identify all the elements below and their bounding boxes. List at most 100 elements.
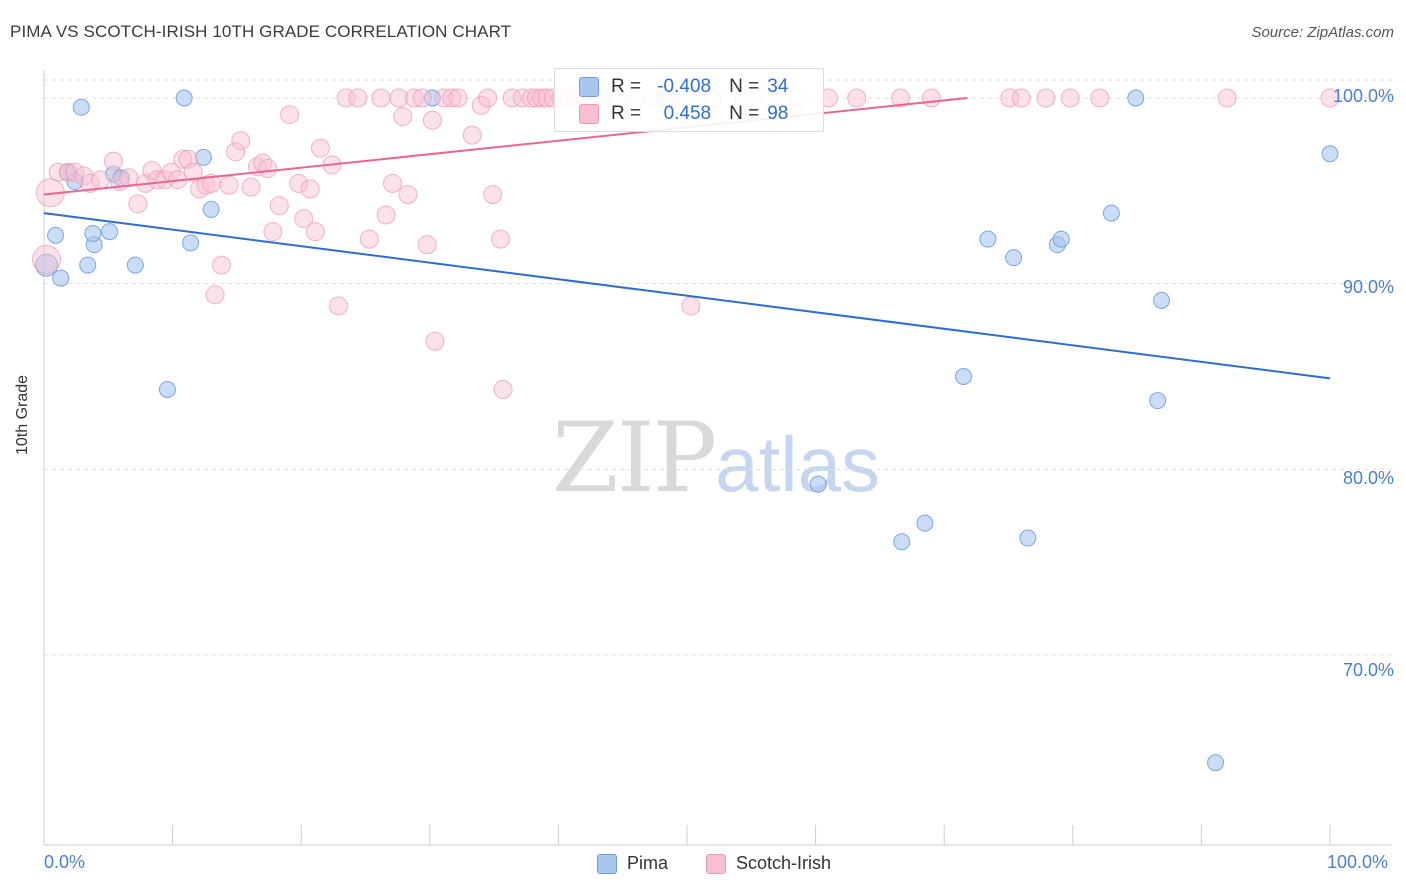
pima-point	[35, 253, 59, 277]
scotch-irish-point	[263, 222, 283, 242]
y-axis-label: 10th Grade	[14, 374, 31, 455]
bottom-legend-label-scotch-irish: Scotch-Irish	[736, 853, 832, 873]
source-label: Source: ZipAtlas.com	[1251, 24, 1394, 41]
legend-row-scotch-irish: R = 0.458 N = 98	[579, 102, 788, 126]
scotch-irish-point	[393, 107, 413, 127]
scotch-irish-point	[328, 296, 348, 316]
pima-point	[979, 230, 997, 248]
legend-row-pima: R = -0.408 N = 34	[579, 75, 788, 99]
scotch-irish-point	[404, 88, 424, 108]
pima-point	[1052, 230, 1070, 248]
scotch-irish-point	[493, 379, 513, 399]
scotch-irish-point	[269, 196, 289, 216]
scotch-irish-point	[294, 209, 314, 229]
pima-point	[1321, 145, 1339, 163]
scotch-irish-point	[1036, 88, 1056, 108]
scotch-irish-trend-line	[43, 97, 968, 196]
scotch-irish-point	[422, 110, 442, 130]
legend-scotch-r: 0.458	[663, 103, 712, 124]
scotch-irish-point	[448, 88, 468, 108]
pima-point	[1127, 89, 1145, 107]
scotch-irish-point	[1000, 88, 1020, 108]
x-tick-label-100: 100.0%	[1327, 852, 1389, 872]
chart-title: PIMA VS SCOTCH-IRISH 10TH GRADE CORRELAT…	[10, 22, 512, 41]
scotch-irish-point	[119, 168, 139, 188]
scotch-points	[32, 88, 1340, 399]
scotch-irish-point	[417, 235, 437, 255]
pima-point	[52, 269, 70, 287]
scotch-irish-point	[211, 255, 231, 275]
scotch-irish-point	[412, 88, 432, 108]
scotch-irish-point	[289, 173, 309, 193]
scotch-irish-point	[91, 170, 111, 190]
scotch-irish-point	[103, 151, 123, 171]
scotch-irish-point	[1320, 88, 1340, 108]
pima-point	[101, 223, 119, 241]
watermark-zip: ZIP	[552, 402, 717, 514]
scotch-irish-point	[205, 285, 225, 305]
y-tick-label-80: 80.0%	[1342, 468, 1394, 488]
scotch-irish-point	[219, 175, 239, 195]
legend-r-label: R =	[611, 103, 642, 124]
pima-point	[1102, 204, 1120, 222]
scotch-irish-point	[462, 125, 482, 145]
pima-point	[893, 533, 911, 551]
pima-points	[35, 89, 1339, 772]
axis-layer	[43, 70, 1392, 846]
legend-swatch-pima	[579, 77, 599, 97]
bottom-legend-scotch-irish: Scotch-Irish	[706, 853, 831, 874]
scotch-irish-point	[425, 331, 445, 351]
pima-point	[158, 380, 176, 398]
bottom-legend-swatch-pima	[597, 853, 617, 874]
pima-point	[84, 225, 102, 243]
scotch-irish-point	[32, 245, 62, 275]
scotch-irish-point	[434, 88, 454, 108]
pima-point	[1005, 249, 1023, 267]
bottom-legend-pima: Pima	[597, 853, 668, 874]
pima-point	[194, 148, 212, 166]
pima-point	[1149, 392, 1167, 410]
scotch-irish-point	[398, 185, 418, 205]
legend-n-label: N =	[729, 103, 760, 124]
scotch-irish-point	[389, 88, 409, 108]
scotch-irish-point	[258, 159, 278, 179]
scotch-irish-point	[1090, 88, 1110, 108]
scotch-irish-point	[226, 142, 246, 162]
scotch-irish-point	[1011, 88, 1031, 108]
scotch-irish-point	[491, 229, 511, 249]
scotch-irish-point	[376, 205, 396, 225]
scotch-irish-point	[521, 88, 541, 108]
legend-scotch-n: 98	[767, 103, 789, 124]
y-tick-label-70: 70.0%	[1342, 660, 1394, 680]
bottom-legend-label-pima: Pima	[627, 853, 669, 873]
pima-point	[72, 98, 90, 116]
scotch-irish-point	[58, 162, 78, 182]
scotch-irish-point	[371, 88, 391, 108]
pima-point	[954, 368, 972, 385]
y-tick-label-90: 90.0%	[1342, 277, 1394, 297]
scotch-irish-point	[80, 173, 100, 193]
pima-trend-line	[43, 212, 1331, 380]
y-tick-label-100: 100.0%	[1332, 86, 1394, 106]
watermark: ZIPatlas	[552, 402, 880, 514]
scotch-irish-point	[1217, 88, 1237, 108]
scotch-irish-point	[142, 160, 162, 180]
scotch-irish-point	[483, 185, 503, 205]
stats-legend: R = -0.408 N = 34 R = 0.458 N = 98	[554, 68, 824, 132]
pima-point	[47, 226, 65, 244]
scotch-irish-point	[348, 88, 368, 108]
scotch-irish-point	[502, 88, 522, 108]
scotch-irish-point	[190, 179, 210, 199]
pima-point	[809, 475, 827, 493]
pima-point	[916, 514, 934, 532]
pima-point	[1019, 529, 1037, 547]
pima-point	[79, 256, 97, 274]
pima-point	[1207, 754, 1225, 772]
pima-point	[1153, 291, 1171, 309]
scotch-irish-point	[336, 88, 356, 108]
scotch-irish-point	[890, 88, 910, 108]
scotch-irish-point	[48, 162, 68, 182]
scotch-irish-point	[527, 88, 547, 108]
legend-swatch-scotch-irish	[579, 104, 599, 124]
